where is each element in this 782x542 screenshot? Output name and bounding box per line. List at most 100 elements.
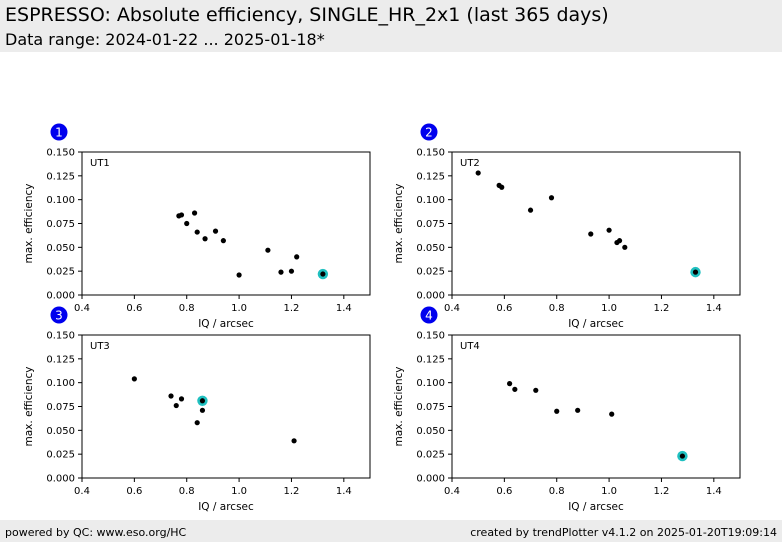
- data-point: [609, 411, 615, 417]
- y-tick-label: 0.100: [416, 195, 445, 206]
- chart-subtitle: Data range: 2024-01-22 ... 2025-01-18*: [5, 30, 325, 49]
- footer-bar: powered by QC: www.eso.org/HC created by…: [0, 520, 782, 542]
- x-tick-label: 0.6: [496, 303, 512, 314]
- data-point: [616, 238, 623, 244]
- data-point: [533, 387, 539, 393]
- y-tick-label: 0.075: [416, 219, 445, 230]
- panel-number-badge: [420, 306, 438, 324]
- panel-label: UT1: [90, 158, 110, 169]
- y-axis-label: max. efficiency: [23, 367, 35, 447]
- x-tick-label: 0.6: [496, 486, 512, 497]
- y-axis-label: max. efficiency: [393, 184, 405, 264]
- x-tick-label: 0.8: [179, 303, 195, 314]
- y-tick-label: 0.075: [46, 402, 75, 413]
- panel-number: 1: [55, 126, 63, 140]
- y-tick-label: 0.100: [416, 378, 445, 389]
- data-point: [178, 212, 185, 218]
- data-point: [507, 381, 513, 387]
- x-tick-label: 0.6: [126, 486, 142, 497]
- highlight-point: [199, 398, 206, 404]
- y-tick-label: 0.150: [46, 148, 75, 159]
- x-tick-label: 0.8: [179, 486, 195, 497]
- data-point: [236, 272, 242, 278]
- highlight-point: [679, 453, 686, 459]
- data-point: [291, 438, 297, 444]
- panel-number-badge: [420, 123, 438, 141]
- y-tick-label: 0.000: [46, 291, 75, 302]
- y-tick-label: 0.025: [46, 267, 75, 278]
- y-axis-label: max. efficiency: [23, 184, 35, 264]
- y-tick-label: 0.125: [416, 171, 445, 182]
- y-tick-label: 0.050: [416, 426, 445, 437]
- x-tick-label: 1.0: [601, 303, 617, 314]
- data-point: [131, 376, 137, 382]
- y-tick-label: 0.000: [46, 474, 75, 485]
- scatter-panel-4: 0.4 0.6 0.8 1.0 1.2 1.4 0.000 0.025 0.050 0.075 0.…: [393, 306, 741, 513]
- data-point: [588, 231, 594, 237]
- header-bar: ESPRESSO: Absolute efficiency, SINGLE_HR…: [0, 0, 782, 52]
- highlight-point: [692, 269, 699, 275]
- data-point: [527, 207, 534, 213]
- panel-label: UT3: [90, 341, 110, 352]
- y-tick-label: 0.025: [46, 450, 75, 461]
- x-axis-label: IQ / arcsec: [198, 318, 254, 330]
- data-point: [194, 420, 200, 426]
- x-tick-label: 0.8: [549, 303, 565, 314]
- data-point: [512, 386, 518, 392]
- data-point: [212, 228, 219, 234]
- y-tick-label: 0.100: [46, 195, 75, 206]
- y-tick-label: 0.150: [416, 331, 445, 342]
- x-axis-label: IQ / arcsec: [568, 501, 624, 513]
- x-tick-label: 1.2: [654, 486, 670, 497]
- x-tick-label: 1.2: [284, 303, 300, 314]
- x-tick-label: 0.4: [74, 486, 90, 497]
- footer-powered-by: powered by QC: www.eso.org/HC: [5, 526, 187, 539]
- data-point: [194, 229, 200, 235]
- y-tick-label: 0.000: [416, 474, 445, 485]
- y-tick-label: 0.050: [46, 426, 75, 437]
- plot-frame: [451, 334, 741, 479]
- data-point: [622, 244, 628, 250]
- panel-number: 3: [55, 309, 63, 323]
- y-tick-label: 0.050: [46, 243, 75, 254]
- x-tick-label: 1.4: [336, 303, 352, 314]
- x-tick-label: 1.0: [601, 486, 617, 497]
- x-axis-label: IQ / arcsec: [198, 501, 254, 513]
- x-tick-label: 1.4: [706, 486, 722, 497]
- data-point: [575, 407, 581, 413]
- y-tick-label: 0.050: [416, 243, 445, 254]
- panel-label: UT2: [460, 158, 480, 169]
- data-point: [294, 254, 300, 260]
- x-tick-label: 0.6: [126, 303, 142, 314]
- panel-label: UT4: [460, 341, 480, 352]
- plot-frame: [81, 334, 371, 479]
- y-tick-label: 0.025: [416, 267, 445, 278]
- data-point: [184, 220, 190, 227]
- y-tick-label: 0.150: [46, 331, 75, 342]
- y-tick-label: 0.150: [416, 148, 445, 159]
- data-point: [173, 402, 179, 409]
- data-point: [191, 210, 198, 216]
- x-tick-label: 0.4: [444, 486, 460, 497]
- x-tick-label: 1.2: [654, 303, 670, 314]
- data-point: [265, 247, 271, 253]
- panel-number: 2: [425, 126, 433, 140]
- panel-number-badge: [50, 306, 68, 324]
- x-tick-label: 1.0: [231, 486, 247, 497]
- data-point: [499, 184, 505, 190]
- data-point: [202, 236, 208, 242]
- chart-title: ESPRESSO: Absolute efficiency, SINGLE_HR…: [5, 4, 609, 26]
- y-tick-label: 0.125: [46, 354, 75, 365]
- data-point: [554, 408, 560, 414]
- data-point: [475, 170, 481, 176]
- panel-number-badge: [50, 123, 68, 141]
- data-point: [548, 195, 555, 201]
- scatter-panel-2: 0.4 0.6 0.8 1.0 1.2 1.4 0.000 0.025 0.050 0.075 0.…: [393, 123, 741, 330]
- y-tick-label: 0.025: [416, 450, 445, 461]
- data-point: [178, 396, 185, 402]
- x-tick-label: 0.8: [549, 486, 565, 497]
- x-tick-label: 1.2: [284, 486, 300, 497]
- y-tick-label: 0.075: [416, 402, 445, 413]
- panel-number: 4: [425, 309, 433, 323]
